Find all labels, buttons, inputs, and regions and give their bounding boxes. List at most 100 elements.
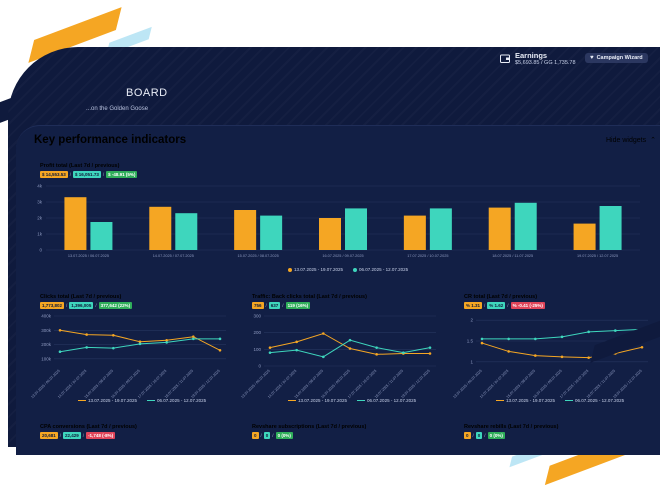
earnings-values: $5,693.85 / GG 1,735.78 — [515, 60, 576, 66]
x-tick-label: 19.07.2025 / 12.07.2025 — [190, 369, 220, 399]
x-tick-label: 18.07.2025 / 11.07.2025 — [492, 254, 533, 258]
subs-diff-pill: 0 (0%) — [275, 432, 293, 439]
x-tick-label: 18.07.2025 / 11.07.2025 — [374, 369, 404, 399]
heart-icon: ♥ — [590, 55, 594, 61]
y-tick-label: 300 — [253, 314, 261, 319]
data-point — [507, 350, 510, 353]
clicks-pills: 1,773,802/ 1,396,005/ 377,642 (22%) — [40, 302, 133, 309]
y-tick-label: 200 — [253, 330, 261, 335]
y-tick-label: 200k — [41, 342, 52, 347]
y-tick-label: 100 — [253, 347, 261, 352]
data-point — [640, 345, 644, 349]
y-tick-label: 1.5 — [467, 339, 474, 344]
cr-legend-previous: 06.07.2025 - 12.07.2025 — [575, 398, 625, 403]
data-point — [192, 337, 195, 341]
rebills-previous-pill: 0 — [475, 432, 483, 439]
x-tick-label: 16.07.2025 / 09.07.2025 — [110, 369, 140, 399]
data-point — [507, 337, 510, 341]
campaign-wizard-button[interactable]: ♥ Campaign Wizard — [585, 53, 648, 63]
data-point — [348, 347, 352, 350]
y-tick-label: 4k — [37, 184, 43, 189]
x-tick-label: 17.07.2025 / 10.07.2025 — [137, 369, 167, 399]
revshare-subscriptions-title: Revshare subscriptions (Last 7d / previo… — [252, 424, 367, 430]
x-tick-label: 19.07.2025 / 12.07.2025 — [612, 369, 642, 399]
x-tick-label: 18.07.2025 / 11.07.2025 — [586, 369, 616, 399]
subs-previous-pill: 0 — [263, 432, 271, 439]
y-tick-label: 0 — [39, 248, 42, 253]
wallet-icon — [500, 54, 510, 63]
bar — [260, 215, 283, 250]
cr-pills: % 1.31/ % 1.62/ % -0.41 (-25%) — [464, 302, 545, 309]
traffic-previous-pill: 637 — [268, 302, 281, 309]
profit-pills: $ 14,553.53/ $ 16,051.73/ $ -48.91 (5%) — [40, 171, 138, 178]
cr-widget-title: CR total (Last 7d / previous) — [464, 294, 538, 300]
y-tick-label: 2k — [37, 216, 43, 221]
x-tick-label: 14.07.2025 / 07.07.2025 — [57, 369, 87, 399]
cr-current-pill: % 1.31 — [464, 302, 483, 309]
x-tick-label: 19.07.2025 / 12.07.2025 — [400, 369, 430, 399]
top-bar: Earnings $5,693.85 / GG 1,735.78 ♥ Campa… — [8, 47, 660, 73]
x-tick-label: 16.07.2025 / 09.07.2025 — [532, 369, 562, 399]
y-tick-label: 3k — [37, 200, 43, 205]
data-point — [587, 356, 590, 359]
data-point — [480, 341, 484, 345]
cr-legend-current: 13.07.2025 - 19.07.2025 — [506, 398, 556, 403]
cr-previous-pill: % 1.62 — [487, 302, 506, 309]
clicks-legend: 13.07.2025 - 19.07.2025 06.07.2025 - 12.… — [78, 398, 206, 403]
x-tick-label: 16.07.2025 / 09.07.2025 — [320, 369, 350, 399]
x-tick-label: 14.07.2025 / 07.07.2025 — [267, 369, 297, 399]
hide-widgets-button[interactable]: Hide widgets ⌃ — [606, 136, 656, 145]
earnings-title: Earnings — [515, 51, 548, 60]
data-point — [480, 337, 484, 341]
data-point — [375, 346, 378, 349]
x-tick-label: 17.07.2025 / 10.07.2025 — [347, 369, 377, 399]
bar — [149, 206, 172, 250]
bar — [599, 206, 622, 250]
bar — [234, 210, 257, 250]
data-point — [614, 329, 617, 332]
data-point — [322, 332, 325, 335]
data-point — [375, 353, 378, 356]
y-tick-label: 400k — [41, 314, 52, 319]
x-tick-label: 18.07.2025 / 11.07.2025 — [164, 369, 194, 399]
traffic-legend: 13.07.2025 - 19.07.2025 06.07.2025 - 12.… — [288, 398, 416, 403]
clicks-legend-previous: 06.07.2025 - 12.07.2025 — [157, 398, 207, 403]
campaign-wizard-label: Campaign Wizard — [596, 55, 643, 61]
bar — [514, 202, 537, 250]
x-tick-label: 17.07.2025 / 10.07.2025 — [559, 369, 589, 399]
traffic-pills: 756/ 637/ 119 (16%) — [252, 302, 311, 309]
x-tick-label: 13.07.2025 / 06.07.2025 — [452, 369, 482, 399]
data-point — [402, 351, 405, 354]
cpa-widget-title: CPA conversions (Last 7d / previous) — [40, 424, 137, 430]
cpa-previous-pill: 22,429 — [63, 432, 81, 439]
clicks-legend-current: 13.07.2025 - 19.07.2025 — [88, 398, 138, 403]
y-tick-label: 0 — [258, 364, 261, 369]
subs-current-pill: 0 — [252, 432, 259, 439]
x-tick-label: 16.07.2025 / 09.07.2025 — [322, 254, 363, 258]
clicks-previous-pill: 1,396,005 — [69, 302, 94, 309]
traffic-line-chart: 0 100 200 300 13.07.2025 / 06.07.202514.07.2… — [240, 314, 436, 399]
kpi-heading: Key performance indicators — [34, 134, 187, 146]
data-point — [560, 335, 564, 339]
bar — [429, 208, 452, 250]
x-tick-label: 13.07.2025 / 06.07.2025 — [68, 254, 109, 258]
traffic-legend-current: 13.07.2025 - 19.07.2025 — [298, 398, 348, 403]
x-tick-label: 15.07.2025 / 08.07.2025 — [238, 254, 279, 258]
page-subtitle: ...on the Golden Goose — [86, 106, 149, 112]
profit-legend: 13.07.2025 - 19.07.2025 06.07.2025 - 12.… — [288, 267, 408, 272]
earnings-widget[interactable]: Earnings $5,693.85 / GG 1,735.78 — [500, 51, 576, 66]
revshare-rebills-pills: 0/ 0/ 0 (0%) — [464, 432, 505, 439]
rebills-current-pill: 0 — [464, 432, 471, 439]
x-tick-label: 15.07.2025 / 08.07.2025 — [84, 369, 114, 399]
cpa-diff-pill: -1,748 (-8%) — [86, 432, 116, 439]
data-point — [165, 338, 168, 342]
hide-widgets-label: Hide widgets — [606, 136, 647, 144]
traffic-current-pill: 756 — [252, 302, 264, 309]
data-point — [138, 340, 142, 344]
data-point — [428, 346, 432, 349]
data-point — [268, 346, 272, 349]
x-tick-label: 14.07.2025 / 07.07.2025 — [479, 369, 509, 399]
data-point — [587, 330, 590, 334]
profit-legend-current: 13.07.2025 - 19.07.2025 — [294, 267, 344, 272]
